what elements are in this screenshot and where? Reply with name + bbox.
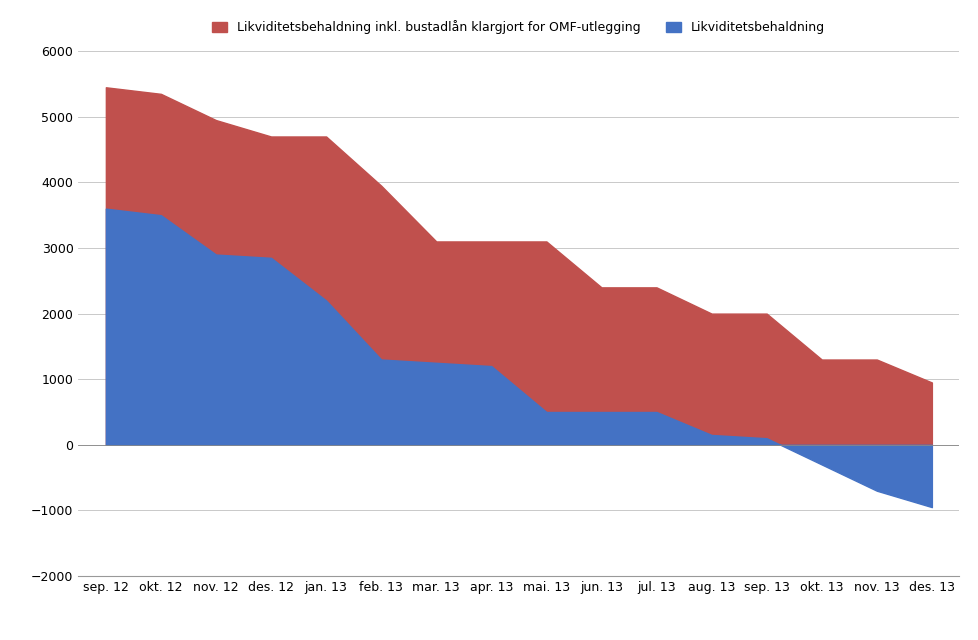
Legend: Likviditetsbehaldning inkl. bustadlån klargjort for OMF-utlegging, Likviditetsbe: Likviditetsbehaldning inkl. bustadlån kl… (207, 15, 829, 40)
